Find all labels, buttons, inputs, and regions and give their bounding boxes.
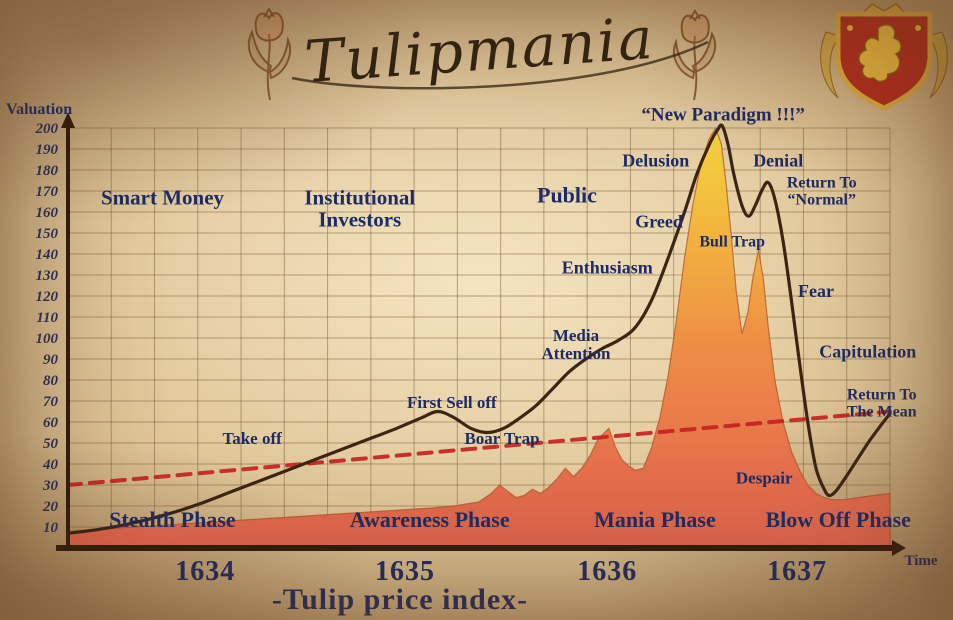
y-tick-label: 50: [43, 436, 59, 452]
x-axis-title: Time: [904, 553, 937, 569]
annotation: Return To The Mean: [847, 387, 917, 421]
y-tick-label: 180: [36, 163, 59, 179]
phase-label: Stealth Phase: [109, 507, 236, 532]
price-index-area: [67, 126, 891, 549]
annotation: Media Attention: [542, 326, 611, 363]
header-banner: Tulipmania: [247, 3, 948, 110]
annotation: First Sell off: [407, 393, 497, 412]
annotation: Delusion: [622, 151, 689, 171]
y-tick-label: 80: [43, 373, 59, 389]
y-tick-label: 70: [43, 394, 59, 410]
phase-label: Blow Off Phase: [765, 507, 911, 532]
y-tick-label: 100: [36, 331, 59, 347]
y-tick-label: 10: [43, 520, 59, 536]
y-tick-label: 160: [36, 205, 59, 221]
y-tick-label: 150: [36, 226, 59, 242]
annotation: Enthusiasm: [562, 258, 653, 278]
annotation: Bull Trap: [699, 233, 765, 250]
phase-label: Awareness Phase: [350, 507, 510, 532]
y-tick-label: 200: [35, 121, 59, 137]
annotation: Take off: [222, 429, 282, 448]
annotation: Capitulation: [819, 342, 916, 362]
phase-labels: Stealth Phase Awareness Phase Mania Phase B…: [109, 507, 911, 532]
y-tick-label: 190: [36, 142, 59, 158]
y-tick-label: 130: [36, 268, 59, 284]
y-tick-label: 60: [43, 415, 59, 431]
y-tick-label: 170: [36, 184, 59, 200]
y-tick-label: 110: [36, 310, 58, 326]
annotation: Institutional Investors: [304, 185, 415, 231]
y-tick-label: 140: [36, 247, 59, 263]
annotation: Denial: [753, 151, 803, 171]
x-tick-label: 1637: [767, 556, 827, 587]
mean-line: [66, 409, 892, 487]
y-axis-arrow-icon: [61, 112, 75, 128]
annotation: Greed: [635, 212, 683, 232]
page-title: Tulipmania: [303, 4, 657, 96]
y-axis-title: Valuation: [6, 101, 72, 118]
annotations: Smart Money Institutional Investors Public T…: [101, 104, 917, 487]
y-tick-labels: 10 20 30 40 50 60 70 80 90 100 110 120 130 140 150 160 1…: [35, 121, 59, 536]
annotation: “New Paradigm !!!”: [641, 104, 805, 125]
annotation: Boar Trap: [464, 429, 539, 448]
coat-of-arms-icon: [820, 3, 948, 110]
y-tick-label: 20: [42, 499, 59, 515]
chart-subtitle: -Tulip price index-: [271, 583, 529, 616]
bubble-phase-curve: [66, 123, 892, 535]
y-tick-label: 90: [43, 352, 59, 368]
annotation: Return To “Normal”: [787, 175, 857, 209]
tulip-left-icon: [247, 7, 291, 101]
phase-label: Mania Phase: [594, 507, 716, 532]
annotation: Despair: [736, 469, 793, 488]
title-swash: [291, 40, 709, 90]
x-axis-arrow-icon: [892, 540, 906, 556]
y-tick-label: 40: [42, 457, 59, 473]
y-tick-label: 120: [36, 289, 59, 305]
x-tick-label: 1635: [375, 556, 435, 587]
y-tick-label: 30: [42, 478, 59, 494]
annotation: Public: [537, 182, 597, 207]
tulip-right-icon: [673, 9, 717, 101]
x-tick-label: 1634: [175, 556, 235, 587]
annotation: Smart Money: [101, 185, 225, 209]
annotation: Fear: [798, 281, 834, 301]
x-tick-labels: 1634 1635 1636 1637: [175, 556, 827, 587]
x-tick-label: 1636: [577, 556, 637, 587]
